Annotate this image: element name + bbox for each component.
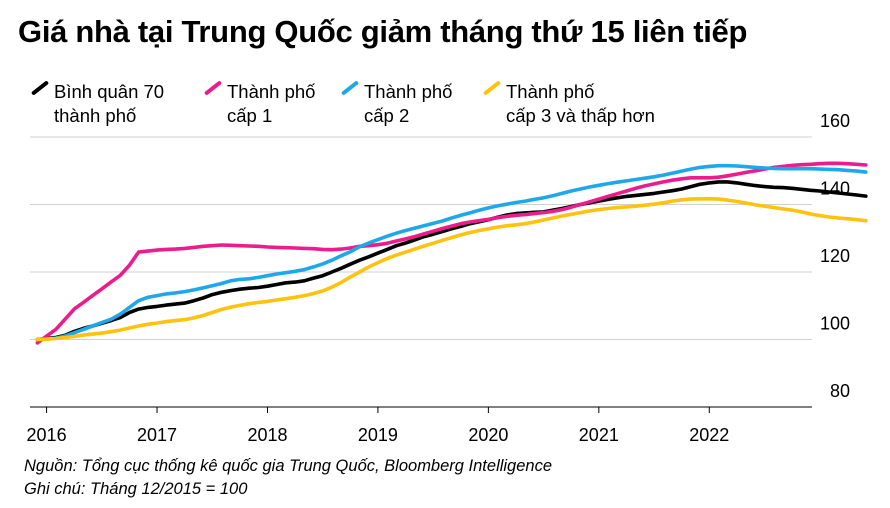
chart-notes: Nguồn: Tổng cục thống kê quốc gia Trung … (24, 455, 552, 501)
x-tick-label-2019: 2019 (358, 425, 398, 445)
y-tick-label-120: 120 (820, 246, 850, 266)
y-tick-label-160: 160 (820, 111, 850, 131)
x-tick-label-2020: 2020 (468, 425, 508, 445)
legend-label-tier1: Thành phố cấp 1 (227, 81, 316, 126)
x-tick-label-2018: 2018 (247, 425, 287, 445)
series-line-1 (35, 161, 868, 345)
series-line-3 (35, 197, 868, 342)
x-tick-label-2017: 2017 (137, 425, 177, 445)
x-tick-label-2022: 2022 (689, 425, 729, 445)
legend-label-70-cities: Bình quân 70 thành phố (54, 81, 165, 126)
y-tick-label-100: 100 (820, 314, 850, 334)
x-tick-label-2016: 2016 (27, 425, 67, 445)
x-tick-label-2021: 2021 (579, 425, 619, 445)
legend-label-tier2: Thành phố cấp 2 (364, 81, 453, 126)
legend-label-tier3: Thành phố cấp 3 và thấp hơn (506, 81, 655, 126)
series-line-0 (35, 180, 868, 342)
chart-title: Giá nhà tại Trung Quốc giảm tháng thứ 15… (18, 14, 748, 49)
y-tick-label-80: 80 (830, 381, 850, 401)
series-line-2 (35, 163, 868, 342)
footnote: Ghi chú: Tháng 12/2015 = 100 (24, 480, 248, 498)
source-note: Nguồn: Tổng cục thống kê quốc gia Trung … (24, 457, 553, 475)
